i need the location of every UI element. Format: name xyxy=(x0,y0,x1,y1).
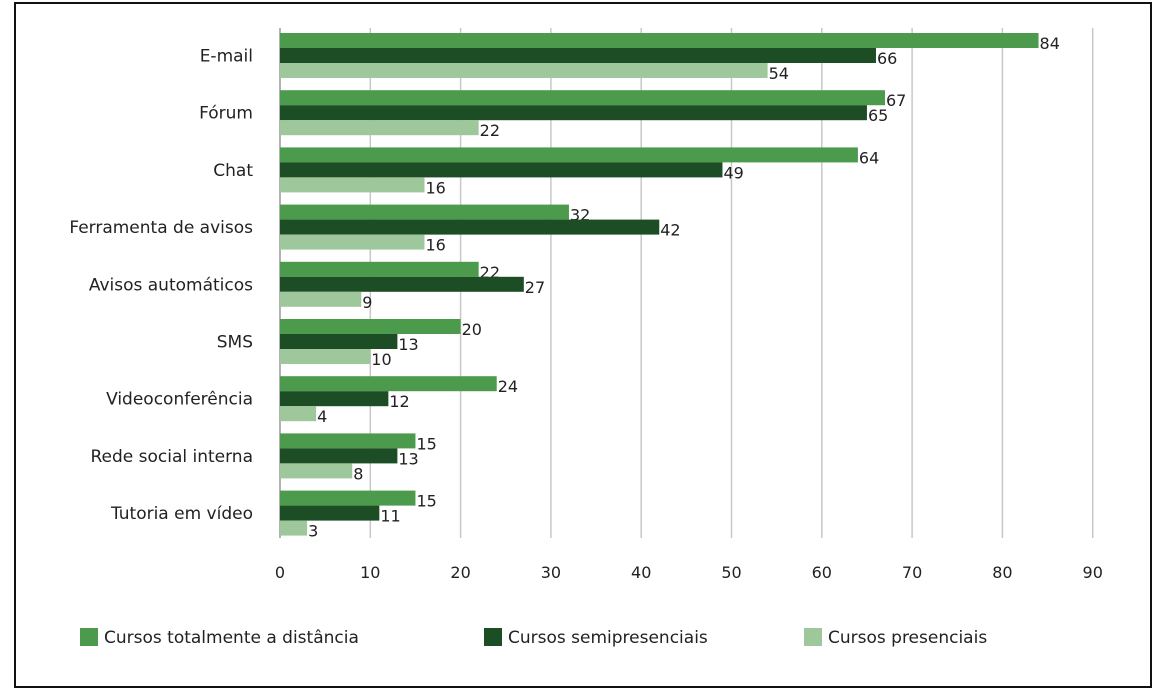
legend-label: Cursos semipresenciais xyxy=(508,628,708,648)
x-tick-label: 0 xyxy=(275,563,285,582)
bar xyxy=(280,63,768,78)
x-tick-label: 70 xyxy=(902,563,922,582)
bar xyxy=(280,105,867,121)
category-label: Videoconferência xyxy=(106,390,253,410)
bar xyxy=(280,177,425,193)
bar xyxy=(280,463,353,479)
data-label: 64 xyxy=(859,148,879,167)
x-tick-label: 20 xyxy=(450,563,470,582)
bar xyxy=(280,376,497,392)
data-label: 67 xyxy=(886,91,906,110)
x-tick-label: 60 xyxy=(812,563,832,582)
bar xyxy=(280,334,398,349)
bar xyxy=(280,33,1039,48)
x-tick-label: 50 xyxy=(721,563,741,582)
data-label: 16 xyxy=(425,178,445,197)
bar xyxy=(280,48,876,63)
data-label: 12 xyxy=(389,392,409,411)
x-tick-label: 30 xyxy=(541,563,561,582)
category-label: Rede social interna xyxy=(90,447,253,467)
bar xyxy=(280,406,317,422)
bar xyxy=(280,162,723,178)
data-label: 27 xyxy=(525,278,545,297)
category-label: E-mail xyxy=(200,47,253,67)
legend-swatch xyxy=(80,628,98,646)
bar xyxy=(280,234,425,250)
x-tick-label: 80 xyxy=(992,563,1012,582)
bar xyxy=(280,391,389,407)
data-label: 49 xyxy=(723,163,743,182)
bar xyxy=(280,120,479,136)
bar xyxy=(280,349,371,364)
legend-swatch xyxy=(484,628,502,646)
bar xyxy=(280,291,362,307)
data-label: 15 xyxy=(416,492,436,511)
bars-group: 8466546765226449163242162227920131024124… xyxy=(280,33,1060,541)
data-label: 15 xyxy=(416,434,436,453)
data-label: 22 xyxy=(480,121,500,140)
data-label: 42 xyxy=(660,221,680,240)
data-label: 8 xyxy=(353,464,363,483)
bar xyxy=(280,204,569,220)
x-tick-label: 10 xyxy=(360,563,380,582)
category-label: Chat xyxy=(213,161,253,181)
data-label: 84 xyxy=(1040,34,1060,53)
x-tick-label: 40 xyxy=(631,563,651,582)
legend: Cursos totalmente a distância Cursos semi… xyxy=(80,628,987,648)
data-label: 54 xyxy=(769,64,789,83)
category-label: Fórum xyxy=(199,104,253,124)
data-label: 10 xyxy=(371,350,391,369)
bar xyxy=(280,276,524,292)
data-label: 9 xyxy=(362,293,372,312)
category-label: Ferramenta de avisos xyxy=(69,218,253,238)
bar xyxy=(280,319,461,334)
bar xyxy=(280,490,416,506)
data-label: 65 xyxy=(868,106,888,125)
bar xyxy=(280,433,416,449)
data-label: 13 xyxy=(398,335,418,354)
legend-label: Cursos totalmente a distância xyxy=(104,628,359,648)
category-labels: E-mail Fórum Chat Ferramenta de avisos Aviso… xyxy=(69,47,253,525)
data-label: 66 xyxy=(877,49,897,68)
category-label: Tutoria em vídeo xyxy=(110,504,253,524)
x-tick-label: 90 xyxy=(1083,563,1103,582)
bar xyxy=(280,520,308,536)
data-label: 20 xyxy=(462,320,482,339)
legend-label: Cursos presenciais xyxy=(828,628,987,648)
data-label: 11 xyxy=(380,507,400,526)
x-axis-tick-labels: 0 10 20 30 40 50 60 70 80 90 xyxy=(275,563,1103,582)
bar xyxy=(280,261,479,277)
data-label: 3 xyxy=(308,522,318,541)
bar xyxy=(280,505,380,521)
bar xyxy=(280,448,398,464)
bar xyxy=(280,90,886,106)
data-label: 13 xyxy=(398,449,418,468)
bar xyxy=(280,219,660,235)
category-label: SMS xyxy=(217,333,253,353)
data-label: 4 xyxy=(317,407,327,426)
category-label: Avisos automáticos xyxy=(89,275,253,295)
data-label: 16 xyxy=(425,236,445,255)
legend-swatch xyxy=(804,628,822,646)
bar xyxy=(280,147,858,163)
data-label: 24 xyxy=(498,377,518,396)
